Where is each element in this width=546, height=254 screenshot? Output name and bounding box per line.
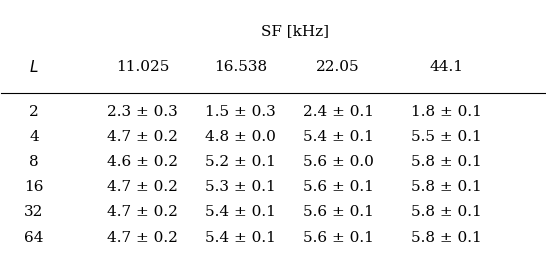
Text: 5.3 ± 0.1: 5.3 ± 0.1 [205,180,276,194]
Text: 2.3 ± 0.3: 2.3 ± 0.3 [107,105,178,119]
Text: 5.6 ± 0.1: 5.6 ± 0.1 [302,205,373,219]
Text: 5.8 ± 0.1: 5.8 ± 0.1 [412,180,482,194]
Text: 5.6 ± 0.1: 5.6 ± 0.1 [302,180,373,194]
Text: 44.1: 44.1 [430,60,464,74]
Text: 2: 2 [29,105,39,119]
Text: 4.7 ± 0.2: 4.7 ± 0.2 [107,231,178,245]
Text: 22.05: 22.05 [316,60,360,74]
Text: 5.4 ± 0.1: 5.4 ± 0.1 [302,130,373,144]
Text: 16: 16 [24,180,44,194]
Text: 4: 4 [29,130,39,144]
Text: 4.7 ± 0.2: 4.7 ± 0.2 [107,205,178,219]
Text: 5.6 ± 0.0: 5.6 ± 0.0 [302,155,373,169]
Text: 32: 32 [24,205,44,219]
Text: 2.4 ± 0.1: 2.4 ± 0.1 [302,105,373,119]
Text: 5.8 ± 0.1: 5.8 ± 0.1 [412,231,482,245]
Text: 5.8 ± 0.1: 5.8 ± 0.1 [412,155,482,169]
Text: 4.7 ± 0.2: 4.7 ± 0.2 [107,180,178,194]
Text: 1.5 ± 0.3: 1.5 ± 0.3 [205,105,276,119]
Text: 8: 8 [29,155,39,169]
Text: 4.7 ± 0.2: 4.7 ± 0.2 [107,130,178,144]
Text: 4.6 ± 0.2: 4.6 ± 0.2 [107,155,178,169]
Text: 1.8 ± 0.1: 1.8 ± 0.1 [411,105,482,119]
Text: 5.6 ± 0.1: 5.6 ± 0.1 [302,231,373,245]
Text: 5.5 ± 0.1: 5.5 ± 0.1 [412,130,482,144]
Text: 5.2 ± 0.1: 5.2 ± 0.1 [205,155,276,169]
Text: 5.4 ± 0.1: 5.4 ± 0.1 [205,205,276,219]
Text: SF [kHz]: SF [kHz] [261,25,329,39]
Text: 64: 64 [24,231,44,245]
Text: 5.4 ± 0.1: 5.4 ± 0.1 [205,231,276,245]
Text: $L$: $L$ [29,59,39,75]
Text: 4.8 ± 0.0: 4.8 ± 0.0 [205,130,276,144]
Text: 16.538: 16.538 [214,60,267,74]
Text: 5.8 ± 0.1: 5.8 ± 0.1 [412,205,482,219]
Text: 11.025: 11.025 [116,60,169,74]
